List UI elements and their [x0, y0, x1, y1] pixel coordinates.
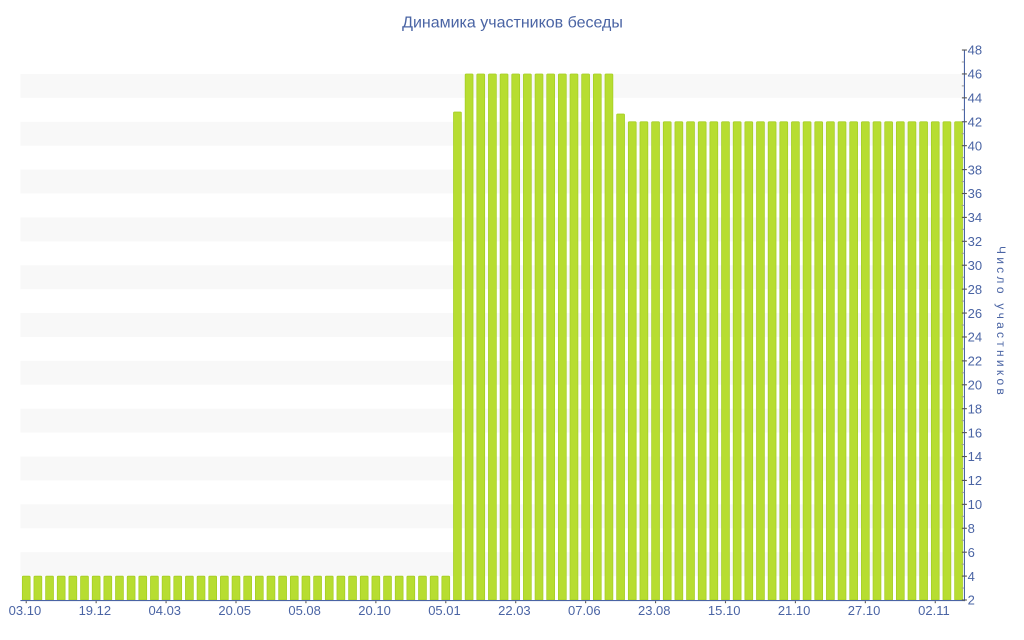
svg-text:32: 32 [968, 234, 982, 249]
svg-text:16: 16 [968, 425, 982, 440]
svg-text:38: 38 [968, 162, 982, 177]
svg-text:4: 4 [968, 569, 975, 584]
svg-text:02.11: 02.11 [918, 603, 950, 618]
svg-text:48: 48 [968, 43, 982, 58]
svg-text:42: 42 [968, 114, 982, 129]
svg-text:6: 6 [968, 545, 975, 560]
svg-text:19.12: 19.12 [79, 603, 112, 618]
svg-text:14: 14 [968, 449, 982, 464]
svg-text:34: 34 [968, 210, 982, 225]
svg-text:2: 2 [968, 593, 975, 608]
svg-text:04.03: 04.03 [149, 603, 182, 618]
svg-text:20: 20 [968, 377, 982, 392]
svg-text:40: 40 [968, 138, 982, 153]
svg-text:8: 8 [968, 521, 975, 536]
svg-text:30: 30 [968, 258, 982, 273]
svg-text:20.05: 20.05 [218, 603, 251, 618]
svg-text:05.08: 05.08 [288, 603, 321, 618]
svg-text:22: 22 [968, 354, 982, 369]
svg-text:26: 26 [968, 306, 982, 321]
svg-text:21.10: 21.10 [778, 603, 811, 618]
svg-text:03.10: 03.10 [9, 603, 42, 618]
svg-text:07.06: 07.06 [568, 603, 601, 618]
svg-text:12: 12 [968, 473, 982, 488]
svg-text:20.10: 20.10 [358, 603, 391, 618]
svg-text:Число участников: Число участников [994, 246, 1008, 398]
svg-text:27.10: 27.10 [848, 603, 881, 618]
svg-text:10: 10 [968, 497, 982, 512]
svg-text:Динамика участников беседы: Динамика участников беседы [402, 15, 623, 32]
svg-text:18: 18 [968, 401, 982, 416]
svg-text:24: 24 [968, 330, 982, 345]
svg-text:36: 36 [968, 186, 982, 201]
svg-text:44: 44 [968, 91, 982, 106]
svg-text:23.08: 23.08 [638, 603, 671, 618]
svg-text:15.10: 15.10 [708, 603, 741, 618]
svg-text:28: 28 [968, 282, 982, 297]
svg-text:22.03: 22.03 [498, 603, 531, 618]
svg-text:05.01: 05.01 [428, 603, 461, 618]
svg-text:46: 46 [968, 67, 982, 82]
